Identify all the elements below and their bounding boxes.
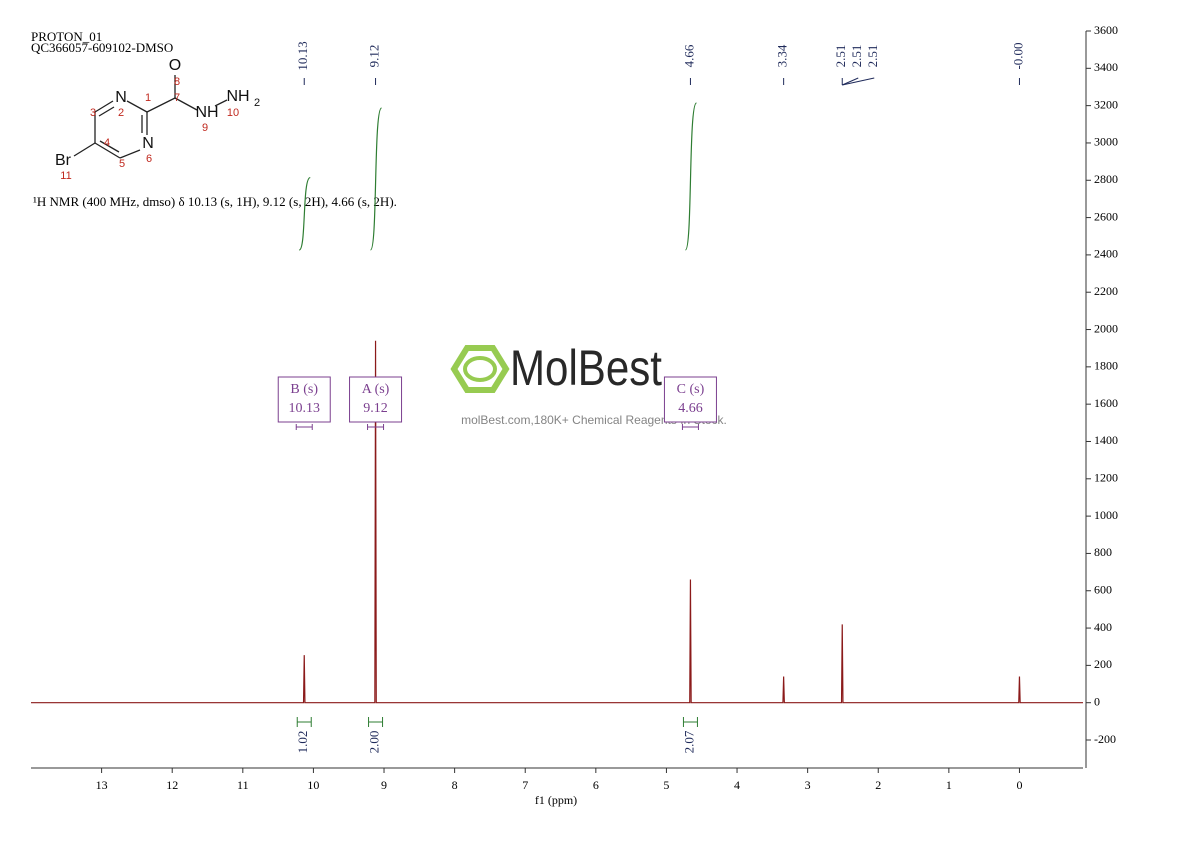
atom-label: N <box>115 89 127 106</box>
watermark: MolBest molBest.com,180K+ Chemical Reage… <box>450 340 727 427</box>
x-tick-label: 12 <box>166 778 178 792</box>
integral-label: 1.02 <box>295 731 310 754</box>
multiplet-range <box>295 424 313 430</box>
integral-curve <box>684 102 698 251</box>
atom-number: 4 <box>104 137 110 149</box>
peak-label: 3.34 <box>775 44 790 67</box>
nmr-description: ¹H NMR (400 MHz, dmso) δ 10.13 (s, 1H), … <box>33 194 397 209</box>
y-tick-label: 600 <box>1094 582 1112 596</box>
multiplet-box <box>277 376 331 423</box>
multiplet-shift: 10.13 <box>288 401 320 416</box>
atom-label: NH <box>226 88 249 105</box>
integral-bracket <box>296 717 312 727</box>
atom-number: 11 <box>60 170 71 182</box>
atom-label: Br <box>55 152 72 169</box>
header-line: QC366057-609102-DMSO <box>31 40 173 55</box>
x-tick-label: 10 <box>307 778 319 792</box>
atom-number: 2 <box>118 107 124 119</box>
peak-label: 10.13 <box>295 41 310 70</box>
atom-number: 6 <box>146 153 152 165</box>
y-tick-label: 0 <box>1094 694 1100 708</box>
x-tick-label: 9 <box>381 778 387 792</box>
watermark-tagline: molBest.com,180K+ Chemical Reagents In S… <box>461 413 727 427</box>
integral-label: 2.00 <box>367 731 382 754</box>
x-tick-label: 7 <box>522 778 528 792</box>
x-tick-label: 2 <box>875 778 881 792</box>
y-tick-label: 1200 <box>1094 471 1118 485</box>
multiplet-shift: 9.12 <box>363 401 388 416</box>
multiplet-range <box>367 424 385 430</box>
atom-label: N <box>142 135 154 152</box>
atom-numbers: 1 2 3 4 5 6 7 8 9 10 11 <box>60 76 239 182</box>
x-tick-label: 6 <box>593 778 599 792</box>
molecule <box>73 75 228 159</box>
atom-number: 5 <box>119 158 125 170</box>
multiplet-name: C (s) <box>677 382 705 397</box>
spectrum-line <box>31 340 1083 704</box>
atom-label: O <box>169 57 181 74</box>
y-tick-label: -200 <box>1094 732 1116 746</box>
atom-number: 1 <box>145 92 151 104</box>
peak-marker <box>842 77 875 86</box>
peak-marker <box>842 77 859 86</box>
peak-label: 2.51 <box>865 45 880 68</box>
atom-number: 10 <box>227 107 239 119</box>
y-tick-label: 400 <box>1094 620 1112 634</box>
peak-label: 9.12 <box>367 45 382 68</box>
x-tick-label: 3 <box>805 778 811 792</box>
peak-label: -0.00 <box>1010 42 1025 69</box>
y-tick-label: 800 <box>1094 545 1112 559</box>
atom-number: 9 <box>202 122 208 134</box>
integral-curve <box>369 107 383 251</box>
atom-label: 2 <box>254 97 260 109</box>
x-tick-label: 5 <box>663 778 669 792</box>
y-tick-label: 3600 <box>1094 23 1118 37</box>
integral-curve <box>298 176 311 251</box>
y-tick-label: 1600 <box>1094 396 1118 410</box>
x-tick-label: 1 <box>946 778 952 792</box>
atom-labels: O N N NH NH 2 Br <box>55 57 260 169</box>
y-tick-label: 1800 <box>1094 359 1118 373</box>
x-axis-label: f1 (ppm) <box>535 793 577 807</box>
y-tick-label: 2400 <box>1094 247 1118 261</box>
multiplet-range <box>681 424 699 430</box>
atom-number: 7 <box>174 92 180 104</box>
watermark-brand: MolBest <box>510 340 662 396</box>
multiplet-shift: 4.66 <box>678 401 703 416</box>
y-tick-label: 2000 <box>1094 321 1118 335</box>
y-tick-label: 3400 <box>1094 60 1118 74</box>
x-tick-label: 8 <box>452 778 458 792</box>
y-tick-label: 200 <box>1094 657 1112 671</box>
multiplet-box <box>663 376 717 423</box>
peak-label: 2.51 <box>849 45 864 68</box>
y-tick-label: 1400 <box>1094 433 1118 447</box>
y-tick-label: 3200 <box>1094 97 1118 111</box>
integral-bracket <box>682 717 698 727</box>
multiplet-name: A (s) <box>362 382 390 397</box>
integral-bracket <box>368 717 384 727</box>
y-tick-label: 2200 <box>1094 284 1118 298</box>
atom-number: 3 <box>90 107 96 119</box>
peak-label: 2.51 <box>833 45 848 68</box>
x-tick-label: 0 <box>1016 778 1022 792</box>
multiplet-box <box>349 376 403 423</box>
x-tick-label: 11 <box>237 778 249 792</box>
y-tick-label: 1000 <box>1094 508 1118 522</box>
y-tick-label: 3000 <box>1094 135 1118 149</box>
integral-label: 2.07 <box>681 730 696 753</box>
atom-label: NH <box>195 104 218 121</box>
multiplet-name: B (s) <box>290 382 318 397</box>
header-line: PROTON_01 <box>31 29 102 44</box>
x-tick-label: 4 <box>734 778 740 792</box>
peak-label: 4.66 <box>681 44 696 67</box>
x-tick-label: 13 <box>96 778 108 792</box>
y-tick-label: 2800 <box>1094 172 1118 186</box>
atom-number: 8 <box>174 76 180 88</box>
y-tick-label: 2600 <box>1094 209 1118 223</box>
